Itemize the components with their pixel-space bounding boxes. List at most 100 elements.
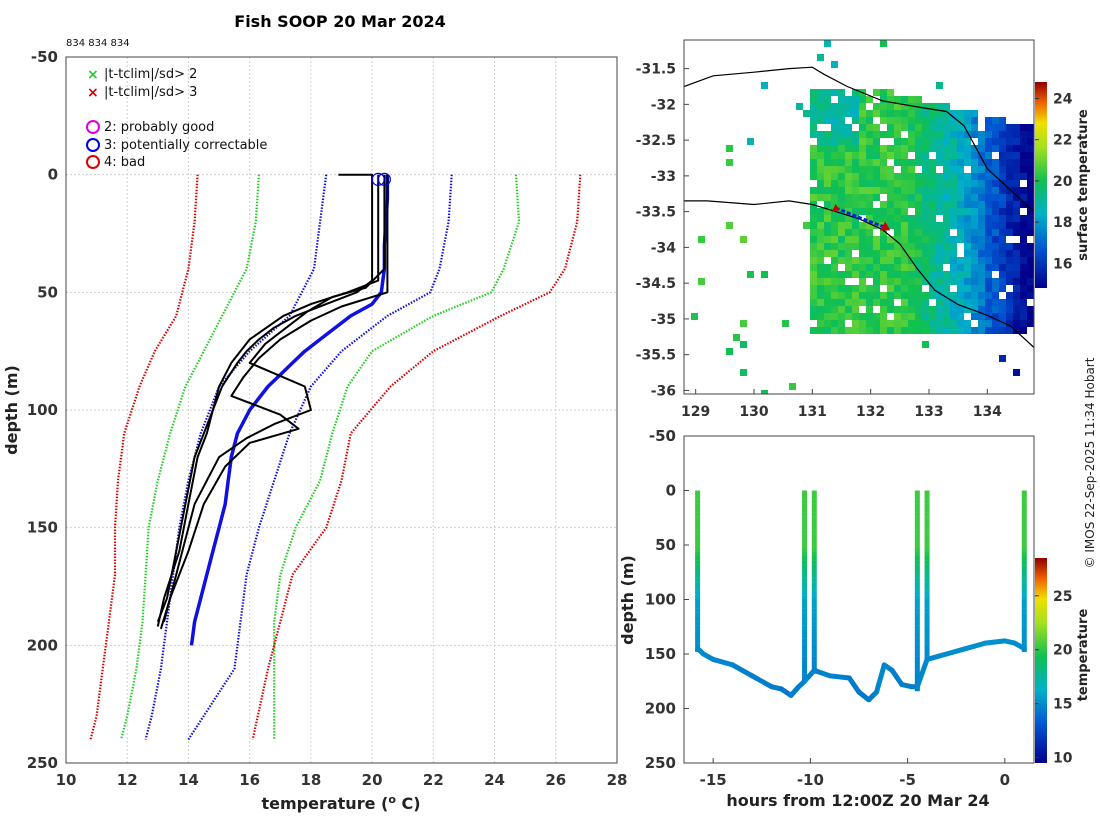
sst-cell: [950, 292, 957, 299]
dive-segment: [1021, 568, 1027, 574]
sst-cell: [999, 138, 1006, 145]
sst-cell: [894, 124, 901, 131]
sst-cell: [964, 131, 971, 138]
sst-cell: [852, 306, 859, 313]
ts-series: [695, 490, 1027, 703]
sst-colorbar-label: surface temperature: [1076, 109, 1091, 261]
sst-cell: [957, 131, 964, 138]
sst-cell: [1020, 215, 1027, 222]
sst-cell: [859, 166, 866, 173]
sst-cell: [915, 96, 922, 103]
sst-cell: [985, 243, 992, 250]
sst-cell: [873, 152, 880, 159]
sst-cell: [859, 278, 866, 285]
sst-cell: [978, 257, 985, 264]
sst-cell: [1006, 152, 1013, 159]
sst-cell: [894, 96, 901, 103]
sst-cell: [985, 278, 992, 285]
sst-cell: [887, 222, 894, 229]
sst-cell: [1027, 173, 1034, 180]
dive-segment: [914, 516, 920, 522]
sst-cell: [1027, 194, 1034, 201]
sst-cell: [922, 222, 929, 229]
dive-segment: [924, 538, 930, 543]
sst-cell: [1027, 320, 1034, 327]
sst-cell: [950, 250, 957, 257]
dive-segment: [695, 603, 701, 609]
sst-cell: [838, 327, 845, 334]
sst-cell: [908, 173, 915, 180]
dive-segment: [802, 529, 808, 535]
sst-cell: [908, 229, 915, 236]
bottom-track-segment: [710, 656, 736, 668]
coastline: [684, 66, 1034, 348]
ts-x-axis-label: hours from 12:00Z 20 Mar 24: [726, 791, 989, 810]
sst-cell: [957, 271, 964, 278]
sst-cell: [957, 257, 964, 264]
sst-cell: [894, 215, 901, 222]
dive-segment: [811, 586, 817, 591]
dive-segment: [924, 555, 930, 561]
sst-cell: [894, 278, 901, 285]
sst-cell: [887, 145, 894, 152]
circle-marker-icon: [86, 155, 100, 169]
sst-cell: [985, 124, 992, 131]
sst-cell: [1013, 201, 1020, 208]
sst-cell: [873, 159, 880, 166]
sst-cell: [901, 173, 908, 180]
sst-cell: [950, 299, 957, 306]
sst-cell: [880, 117, 887, 124]
sst-cell: [824, 131, 831, 138]
sst-cell: [1013, 313, 1020, 320]
sst-cell: [1013, 215, 1020, 222]
sst-cell: [992, 299, 999, 306]
dive-segment: [1021, 590, 1027, 596]
sst-cell: [922, 257, 929, 264]
dive-segment: [914, 529, 920, 535]
y-tick-label: 250: [645, 754, 676, 772]
sst-cell: [880, 215, 887, 222]
dive-segment: [924, 542, 930, 548]
sst-cell: [943, 110, 950, 117]
dive-segment: [695, 547, 701, 552]
x-tick-label: 130: [739, 404, 768, 420]
sst-cell: [894, 285, 901, 292]
y-tick-label: 100: [27, 401, 58, 419]
sst-cell: [978, 194, 985, 201]
sst-cell: [943, 271, 950, 278]
sst-cell: [999, 166, 1006, 173]
sst-cell: [845, 299, 852, 306]
sst-cell: [831, 159, 838, 166]
sst-cell: [817, 187, 824, 194]
sst-cell: [824, 152, 831, 159]
sst-cell: [978, 327, 985, 334]
sst-cell: [901, 236, 908, 243]
sst-cell: [838, 103, 845, 110]
dive-segment: [914, 512, 920, 517]
sst-cell: [852, 243, 859, 250]
sst-cell: [852, 215, 859, 222]
sst-cell: [859, 131, 866, 138]
sst-cell: [852, 292, 859, 299]
bottom-track-segment: [827, 673, 852, 681]
sst-cell: [908, 145, 915, 152]
sst-cell: [859, 313, 866, 320]
sst-cell: [936, 124, 943, 131]
sst-cell: [943, 194, 950, 201]
sst-cell: [929, 306, 936, 313]
dive-segment: [1021, 564, 1027, 570]
dive-segment: [924, 612, 930, 618]
dive-segment: [811, 503, 817, 509]
sst-cell: [957, 327, 964, 334]
sst-cell: [873, 187, 880, 194]
dive-segment: [1021, 638, 1027, 644]
sst-cell: [852, 257, 859, 264]
sst-cell: [859, 110, 866, 117]
sst-cell: [1020, 271, 1027, 278]
dive-segment: [914, 586, 920, 591]
dive-segment: [695, 612, 701, 618]
sst-cell: [999, 208, 1006, 215]
sst-cell: [985, 201, 992, 208]
dive-segment: [924, 512, 930, 517]
sst-cell: [971, 194, 978, 201]
